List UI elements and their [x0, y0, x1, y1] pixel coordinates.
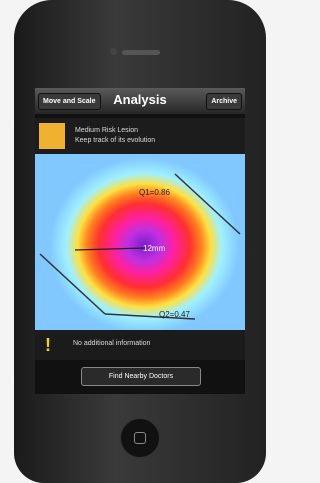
- speaker: [122, 50, 160, 55]
- find-doctors-button[interactable]: Find Nearby Doctors: [81, 367, 201, 386]
- measurement-label: 12mm: [143, 244, 165, 253]
- home-button[interactable]: [120, 418, 160, 458]
- info-message: No additional information: [73, 340, 150, 347]
- nav-right-button[interactable]: Archive: [206, 93, 242, 110]
- risk-subtitle: Keep track of its evolution: [75, 136, 155, 146]
- screen: Move and Scale Analysis Archive Medium R…: [35, 88, 245, 394]
- heat-map: Q1=0.86 12mm Q2=0.47: [35, 154, 245, 330]
- q2-label: Q2=0.47: [159, 310, 190, 319]
- warning-icon: !: [45, 335, 51, 356]
- risk-text: Medium Risk Lesion Keep track of its evo…: [75, 126, 155, 146]
- risk-title: Medium Risk Lesion: [75, 126, 155, 136]
- risk-panel: Medium Risk Lesion Keep track of its evo…: [35, 118, 245, 154]
- info-bar: ! No additional information: [35, 330, 245, 360]
- risk-swatch: [39, 123, 65, 149]
- overlay: [35, 154, 245, 330]
- nav-bar: Move and Scale Analysis Archive: [35, 88, 245, 114]
- camera: [110, 48, 117, 55]
- page: Move and Scale Analysis Archive Medium R…: [0, 0, 279, 483]
- phone: Move and Scale Analysis Archive Medium R…: [14, 0, 266, 483]
- q1-label: Q1=0.86: [139, 188, 170, 197]
